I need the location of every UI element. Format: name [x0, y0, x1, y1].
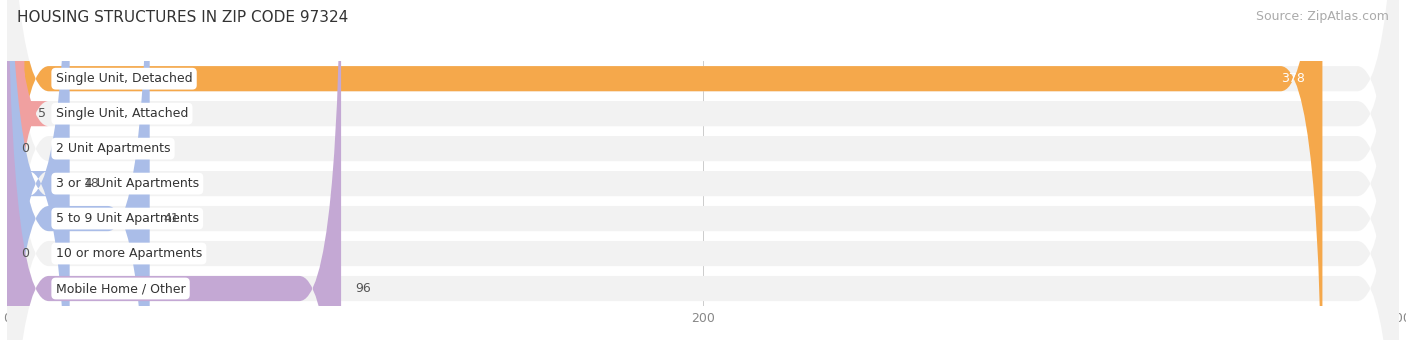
FancyBboxPatch shape — [7, 0, 1399, 340]
FancyBboxPatch shape — [7, 0, 70, 340]
Text: 378: 378 — [1281, 72, 1305, 85]
FancyBboxPatch shape — [7, 0, 149, 340]
Text: Single Unit, Detached: Single Unit, Detached — [56, 72, 193, 85]
FancyBboxPatch shape — [0, 0, 49, 340]
Text: Mobile Home / Other: Mobile Home / Other — [56, 282, 186, 295]
FancyBboxPatch shape — [7, 0, 1399, 340]
Text: Source: ZipAtlas.com: Source: ZipAtlas.com — [1256, 10, 1389, 23]
Text: 0: 0 — [21, 142, 30, 155]
FancyBboxPatch shape — [7, 0, 1399, 340]
Text: 0: 0 — [21, 247, 30, 260]
FancyBboxPatch shape — [7, 0, 1399, 340]
FancyBboxPatch shape — [7, 0, 1399, 340]
FancyBboxPatch shape — [7, 0, 1399, 340]
Text: Single Unit, Attached: Single Unit, Attached — [56, 107, 188, 120]
FancyBboxPatch shape — [7, 0, 1399, 340]
Text: 5 to 9 Unit Apartments: 5 to 9 Unit Apartments — [56, 212, 198, 225]
Text: 18: 18 — [83, 177, 100, 190]
FancyBboxPatch shape — [7, 0, 342, 340]
Text: 41: 41 — [163, 212, 180, 225]
Text: HOUSING STRUCTURES IN ZIP CODE 97324: HOUSING STRUCTURES IN ZIP CODE 97324 — [17, 10, 349, 25]
FancyBboxPatch shape — [7, 0, 1323, 340]
Text: 3 or 4 Unit Apartments: 3 or 4 Unit Apartments — [56, 177, 198, 190]
Text: 96: 96 — [354, 282, 371, 295]
Text: 10 or more Apartments: 10 or more Apartments — [56, 247, 202, 260]
Text: 2 Unit Apartments: 2 Unit Apartments — [56, 142, 170, 155]
Text: 5: 5 — [38, 107, 46, 120]
